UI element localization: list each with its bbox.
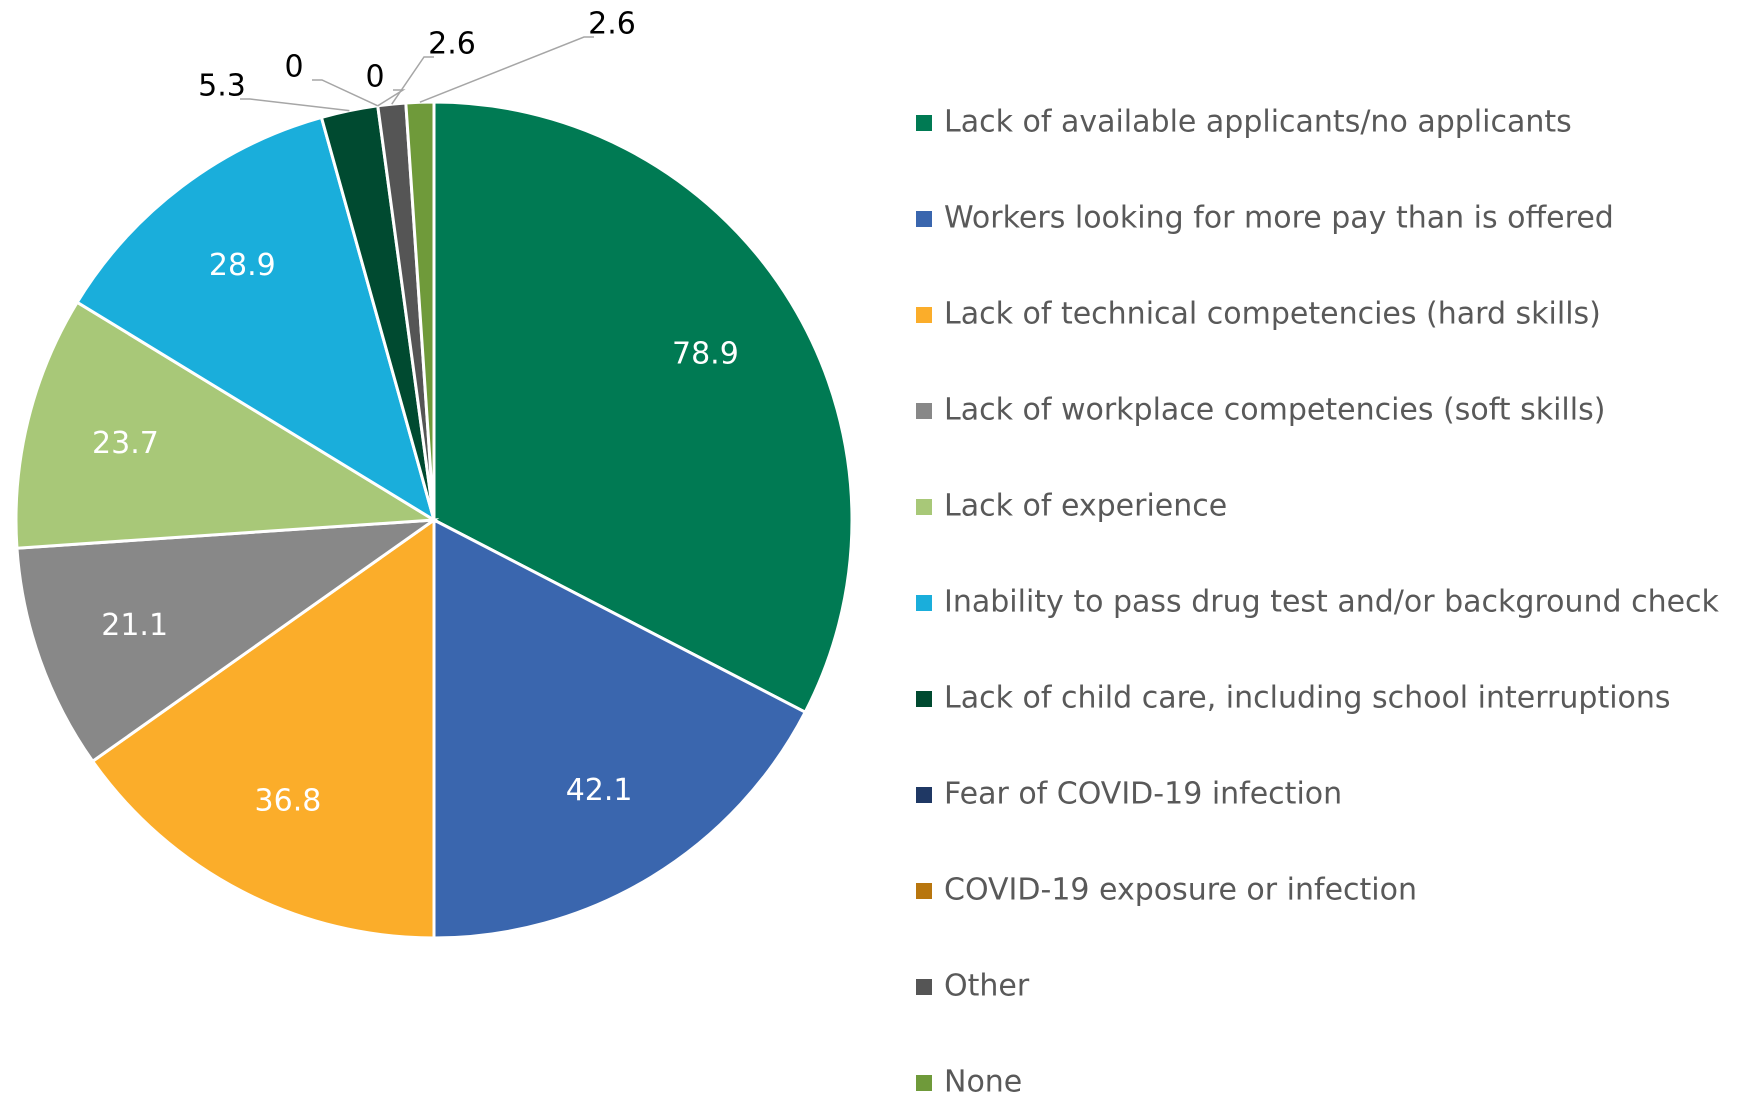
pie-slice xyxy=(14,300,439,550)
pie-slice xyxy=(90,517,436,940)
legend-swatch xyxy=(916,691,932,707)
legend-label: Workers looking for more pay than is off… xyxy=(944,201,1614,236)
data-label: 36.8 xyxy=(255,784,322,819)
data-label: 21.1 xyxy=(101,608,168,643)
data-label: 78.9 xyxy=(672,336,739,371)
legend-swatch xyxy=(916,979,932,995)
legend-swatch xyxy=(916,115,932,131)
legend-label: Lack of workplace competencies (soft ski… xyxy=(944,393,1605,428)
legend-swatch xyxy=(916,499,932,515)
pie-slice xyxy=(15,518,440,764)
legend-label: Inability to pass drug test and/or backg… xyxy=(944,585,1720,620)
data-label: 0 xyxy=(365,60,384,95)
legend-label: Other xyxy=(944,969,1030,1004)
pie-slice xyxy=(432,100,854,715)
data-label: 0 xyxy=(284,50,303,85)
legend-label: Fear of COVID-19 infection xyxy=(944,777,1342,812)
data-label: 2.6 xyxy=(428,27,476,62)
legend-label: Lack of child care, including school int… xyxy=(944,681,1671,716)
legend-swatch xyxy=(916,307,932,323)
data-label: 28.9 xyxy=(209,248,276,283)
legend-swatch xyxy=(916,211,932,227)
leader-line xyxy=(391,56,434,105)
data-label: 23.7 xyxy=(92,426,159,461)
legend-swatch xyxy=(916,787,932,803)
pie-slice xyxy=(75,115,437,524)
leader-line xyxy=(419,36,594,103)
legend-label: Lack of technical competencies (hard ski… xyxy=(944,297,1601,332)
leader-line xyxy=(377,89,406,107)
legend-label: Lack of experience xyxy=(944,489,1227,524)
legend-label: COVID-19 exposure or infection xyxy=(944,873,1417,908)
leader-line xyxy=(240,98,350,112)
data-label: 42.1 xyxy=(566,773,633,808)
legend-swatch xyxy=(916,595,932,611)
legend-swatch xyxy=(916,883,932,899)
data-label: 2.6 xyxy=(588,7,636,42)
legend-swatch xyxy=(916,403,932,419)
pie-slice xyxy=(404,100,436,521)
legend-swatch xyxy=(916,1075,932,1091)
legend-label: None xyxy=(944,1065,1022,1094)
leader-line xyxy=(312,79,379,107)
data-label: 5.3 xyxy=(198,69,246,104)
pie-slice xyxy=(432,517,808,940)
legend-label: Lack of available applicants/no applican… xyxy=(944,105,1572,140)
